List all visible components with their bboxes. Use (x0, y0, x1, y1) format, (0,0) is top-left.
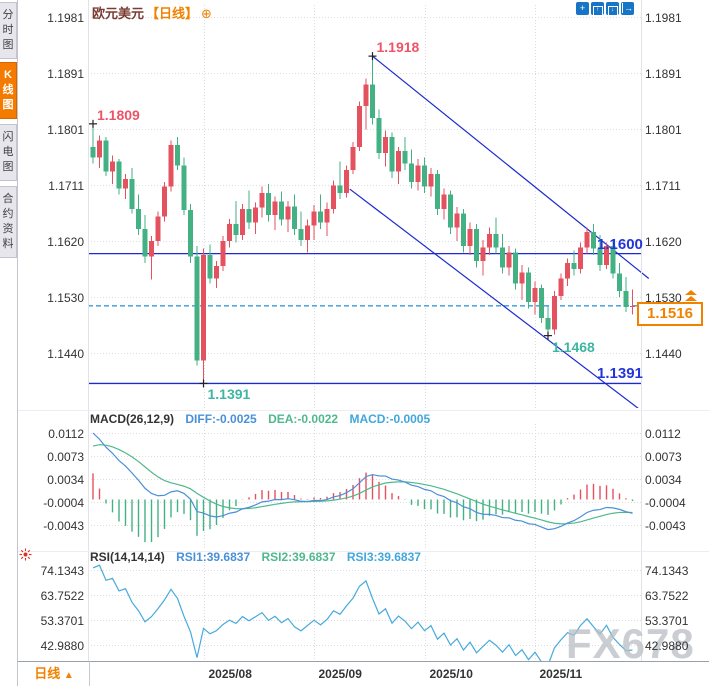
date-axis-label: 2025/09 (318, 667, 362, 681)
macd-axis-label-right: 0.0073 (645, 449, 682, 464)
macd-axis-label-right: 0.0112 (645, 426, 681, 441)
period-tag: 【日线】 (146, 6, 199, 21)
bottom-axis-bar (18, 661, 709, 686)
level-line-label: 1.1600 (597, 235, 643, 253)
pane-separator-macd (18, 410, 709, 411)
rsi-header: RSI(14,14,14) RSI1:39.6837 RSI2:39.6837 … (90, 550, 421, 564)
period-label: 日线 (34, 666, 61, 681)
candles (90, 56, 635, 384)
chart-title: 欧元美元 【日线】 ⊕ (92, 3, 212, 22)
price-axis-label-left: 1.1711 (48, 178, 84, 193)
sidebar-tab-time-chart[interactable]: 分时图 (0, 2, 17, 59)
rsi3-value: RSI3:39.6837 (346, 550, 421, 564)
rsi-axis-label-right: 42.9880 (645, 638, 689, 653)
swing-point-label: 1.1468 (552, 338, 595, 355)
rsi-settings-icon[interactable] (19, 548, 32, 561)
macd-axis-label-left: 0.0112 (48, 426, 84, 441)
current-price-tag: 1.1516 (637, 302, 703, 326)
price-axis-label-left: 1.1891 (47, 66, 84, 81)
price-axis-label-right: 1.1981 (645, 10, 682, 25)
rsi-axis-label-right: 53.3701 (645, 613, 689, 628)
rsi2-value: RSI2:39.6837 (261, 550, 336, 564)
add-indicator-icon[interactable]: ⊕ (201, 6, 212, 21)
price-axis-label-left: 1.1801 (47, 122, 84, 137)
price-axis-label-right: 1.1620 (645, 234, 682, 249)
pane-separator-rsi (18, 551, 709, 552)
macd-header: MACD(26,12,9) DIFF:-0.0025 DEA:-0.0022 M… (90, 412, 430, 426)
scale-vertical-icon[interactable]: ↑ (591, 2, 604, 15)
rsi-title: RSI(14,14,14) (90, 550, 165, 564)
swing-point-label: 1.1391 (207, 386, 251, 403)
exit-fullscreen-icon[interactable]: → (621, 2, 634, 15)
chart-toolbar: + ↑ ↓ → (576, 2, 634, 15)
watermark: FX678 (566, 620, 695, 667)
left-axis-separator (88, 0, 89, 661)
macd-axis-label-right: -0.0043 (645, 518, 686, 533)
price-up-arrows-icon (685, 290, 697, 302)
macd-diff-value: DIFF:-0.0025 (185, 412, 257, 426)
right-axis-separator (641, 0, 642, 661)
price-axis-label-right: 1.1440 (645, 346, 682, 361)
rsi1-value: RSI1:39.6837 (176, 550, 251, 564)
price-axis-label-left: 1.1981 (47, 10, 84, 25)
price-axis-label-left: 1.1530 (47, 290, 84, 305)
move-crosshair-icon[interactable]: + (576, 2, 589, 15)
macd-axis-label-left: -0.0043 (43, 518, 84, 533)
scale-horizontal-icon[interactable]: ↓ (606, 2, 619, 15)
period-selector[interactable]: 日线 ▲ (19, 661, 90, 686)
price-axis-label-left: 1.1440 (47, 346, 84, 361)
macd-axis-label-left: 0.0073 (47, 449, 84, 464)
price-axis-label-left: 1.1620 (47, 234, 84, 249)
rsi-axis-label-right: 74.1343 (645, 563, 689, 578)
macd-title: MACD(26,12,9) (90, 412, 175, 426)
date-axis-label: 2025/10 (429, 667, 473, 681)
up-triangle-icon: ▲ (63, 670, 74, 681)
rsi-axis-label-left: 42.9880 (40, 638, 84, 653)
rsi-axis-label-left: 63.7522 (40, 588, 84, 603)
macd-dea-value: DEA:-0.0022 (268, 412, 339, 426)
macd-axis-label-left: -0.0004 (43, 495, 84, 510)
price-axis-label-right: 1.1891 (645, 66, 682, 81)
date-axis-label: 2025/11 (539, 667, 583, 681)
price-axis-label-right: 1.1801 (645, 122, 682, 137)
price-axis-label-right: 1.1530 (645, 290, 682, 305)
chart-canvas[interactable] (0, 0, 709, 662)
sidebar-tab-lightning-chart[interactable]: 闪电图 (0, 124, 17, 181)
macd-bar-value: MACD:-0.0005 (349, 412, 431, 426)
date-axis-label: 2025/08 (208, 667, 252, 681)
macd-axis-label-right: -0.0004 (645, 495, 686, 510)
macd-axis-label-left: 0.0034 (47, 472, 84, 487)
macd-axis-label-right: 0.0034 (645, 472, 682, 487)
swing-point-label: 1.1809 (97, 106, 140, 123)
price-axis-label-right: 1.1711 (645, 178, 681, 193)
rsi-axis-label-left: 53.3701 (40, 613, 84, 628)
rsi-axis-label-right: 63.7522 (645, 588, 689, 603)
swing-point-label: 1.1918 (376, 39, 420, 56)
symbol-name: 欧元美元 (92, 6, 145, 21)
rsi-axis-label-left: 74.1343 (40, 563, 84, 578)
level-line-label: 1.1391 (597, 365, 643, 383)
sidebar-tab-contract-info[interactable]: 合约资料 (0, 186, 17, 258)
